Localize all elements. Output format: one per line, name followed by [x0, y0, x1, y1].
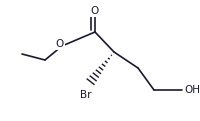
Text: Br: Br [80, 90, 91, 100]
Text: OH: OH [183, 85, 199, 95]
Text: O: O [90, 6, 99, 16]
Text: O: O [56, 39, 64, 49]
